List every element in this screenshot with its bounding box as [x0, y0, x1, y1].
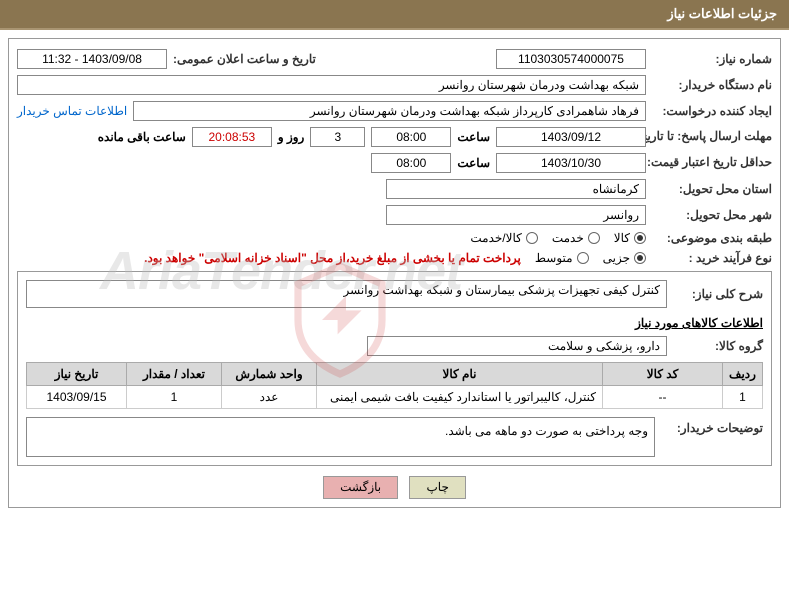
items-section-title: اطلاعات کالاهای مورد نیاز — [26, 316, 763, 330]
remaining-label: ساعت باقی مانده — [98, 130, 186, 144]
th-unit: واحد شمارش — [222, 363, 317, 386]
row-deadline: مهلت ارسال پاسخ: تا تاریخ: 1403/09/12 سا… — [17, 127, 772, 147]
desc-label: شرح کلی نیاز: — [673, 287, 763, 301]
province-label: استان محل تحویل: — [652, 182, 772, 196]
items-table: ردیف کد کالا نام کالا واحد شمارش تعداد /… — [26, 362, 763, 409]
row-category: طبقه بندی موضوعی: کالا خدمت کالا/خدمت — [17, 231, 772, 245]
remarks-label: توضیحات خریدار: — [663, 417, 763, 457]
buyer-value: شبکه بهداشت ودرمان شهرستان روانسر — [17, 75, 646, 95]
category-radio-group: کالا خدمت کالا/خدمت — [470, 231, 646, 245]
main-panel: شماره نیاز: 1103030574000075 تاریخ و ساع… — [8, 38, 781, 508]
city-label: شهر محل تحویل: — [652, 208, 772, 222]
th-row: ردیف — [723, 363, 763, 386]
requester-value: فرهاد شاهمرادی کارپرداز شبکه بهداشت ودرم… — [133, 101, 646, 121]
validity-time: 08:00 — [371, 153, 451, 173]
desc-value: کنترل کیفی تجهیزات پزشکی بیمارستان و شبک… — [26, 280, 667, 308]
details-panel: شرح کلی نیاز: کنترل کیفی تجهیزات پزشکی ب… — [17, 271, 772, 466]
cell-date: 1403/09/15 — [27, 386, 127, 409]
cell-code: -- — [603, 386, 723, 409]
row-desc: شرح کلی نیاز: کنترل کیفی تجهیزات پزشکی ب… — [26, 280, 763, 308]
days-remaining: 3 — [310, 127, 365, 147]
radio-medium[interactable] — [577, 252, 589, 264]
radio-goods-label: کالا — [614, 231, 630, 245]
footer-buttons: چاپ بازگشت — [17, 476, 772, 499]
back-button[interactable]: بازگشت — [323, 476, 398, 499]
row-province: استان محل تحویل: کرمانشاه — [17, 179, 772, 199]
cell-unit: عدد — [222, 386, 317, 409]
row-process: نوع فرآیند خرید : جزیی متوسط پرداخت تمام… — [17, 251, 772, 265]
deadline-date: 1403/09/12 — [496, 127, 646, 147]
requester-label: ایجاد کننده درخواست: — [652, 104, 772, 118]
need-no-value: 1103030574000075 — [496, 49, 646, 69]
cell-name: کنترل، کالیبراتور یا استاندارد کیفیت باف… — [317, 386, 603, 409]
radio-service[interactable] — [588, 232, 600, 244]
radio-small[interactable] — [634, 252, 646, 264]
th-name: نام کالا — [317, 363, 603, 386]
radio-small-label: جزیی — [603, 251, 630, 265]
remarks-value: وجه پرداختی به صورت دو ماهه می باشد. — [26, 417, 655, 457]
deadline-label: مهلت ارسال پاسخ: تا تاریخ: — [652, 130, 772, 143]
countdown: 20:08:53 — [192, 127, 272, 147]
announce-label: تاریخ و ساعت اعلان عمومی: — [173, 52, 316, 66]
row-city: شهر محل تحویل: روانسر — [17, 205, 772, 225]
remarks-row: توضیحات خریدار: وجه پرداختی به صورت دو م… — [26, 417, 763, 457]
page-header: جزئیات اطلاعات نیاز — [0, 0, 789, 30]
city-value: روانسر — [386, 205, 646, 225]
th-date: تاریخ نیاز — [27, 363, 127, 386]
group-label: گروه کالا: — [673, 339, 763, 353]
process-radio-group: جزیی متوسط — [535, 251, 646, 265]
radio-both[interactable] — [526, 232, 538, 244]
print-button[interactable]: چاپ — [409, 476, 465, 499]
category-label: طبقه بندی موضوعی: — [652, 231, 772, 245]
row-requester: ایجاد کننده درخواست: فرهاد شاهمرادی کارپ… — [17, 101, 772, 121]
cell-qty: 1 — [127, 386, 222, 409]
row-validity: حداقل تاریخ اعتبار قیمت: تا تاریخ: 1403/… — [17, 153, 772, 173]
radio-medium-label: متوسط — [535, 251, 573, 265]
province-value: کرمانشاه — [386, 179, 646, 199]
radio-both-label: کالا/خدمت — [470, 231, 521, 245]
days-label: روز و — [278, 130, 305, 144]
row-need-no: شماره نیاز: 1103030574000075 تاریخ و ساع… — [17, 49, 772, 69]
validity-label: حداقل تاریخ اعتبار قیمت: تا تاریخ: — [652, 156, 772, 169]
radio-goods[interactable] — [634, 232, 646, 244]
payment-note: پرداخت تمام یا بخشی از مبلغ خرید،از محل … — [144, 251, 521, 265]
row-buyer: نام دستگاه خریدار: شبکه بهداشت ودرمان شه… — [17, 75, 772, 95]
row-group: گروه کالا: دارو، پزشکی و سلامت — [26, 336, 763, 356]
time-label-1: ساعت — [457, 130, 490, 144]
process-label: نوع فرآیند خرید : — [652, 251, 772, 265]
validity-date: 1403/10/30 — [496, 153, 646, 173]
deadline-time: 08:00 — [371, 127, 451, 147]
need-no-label: شماره نیاز: — [652, 52, 772, 66]
table-row: 1 -- کنترل، کالیبراتور یا استاندارد کیفی… — [27, 386, 763, 409]
radio-service-label: خدمت — [552, 231, 584, 245]
cell-idx: 1 — [723, 386, 763, 409]
buyer-label: نام دستگاه خریدار: — [652, 78, 772, 92]
th-code: کد کالا — [603, 363, 723, 386]
time-label-2: ساعت — [457, 156, 490, 170]
th-qty: تعداد / مقدار — [127, 363, 222, 386]
contact-link[interactable]: اطلاعات تماس خریدار — [17, 104, 127, 118]
group-value: دارو، پزشکی و سلامت — [367, 336, 667, 356]
announce-value: 1403/09/08 - 11:32 — [17, 49, 167, 69]
